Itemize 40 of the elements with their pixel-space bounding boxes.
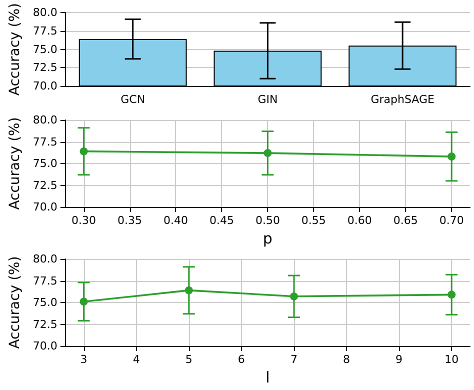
x-tick-label: 0.40 (163, 214, 188, 227)
x-tick-label: 0.30 (72, 214, 96, 227)
x-axis-title: p (262, 230, 272, 248)
x-tick-label: 8 (343, 353, 350, 366)
x-tick-label: 0.55 (301, 214, 326, 227)
x-tick-label: 10 (444, 353, 459, 366)
x-tick-label: 0.50 (255, 214, 280, 227)
y-tick-label: 77.5 (32, 135, 58, 148)
x-tick-label: GraphSAGE (370, 93, 434, 106)
x-tick-label: 0.60 (347, 214, 372, 227)
y-axis-title: Accuracy (%) (7, 117, 23, 210)
y-tick-label: 70.0 (32, 340, 58, 352)
y-tick-label: 80.0 (32, 252, 58, 266)
x-tick-label: 0.65 (393, 214, 418, 227)
x-tick-label: 5 (185, 353, 192, 366)
y-tick-label: 75.0 (32, 42, 58, 56)
x-tick-label: 3 (80, 353, 88, 366)
y-tick-label: 72.5 (32, 61, 58, 74)
y-tick-label: 77.5 (32, 24, 58, 38)
x-tick-label: 0.45 (209, 214, 234, 227)
y-tick-label: 70.0 (32, 80, 58, 92)
y-axis-title: Accuracy (%) (7, 3, 23, 96)
y-tick-label: 77.5 (32, 274, 58, 288)
y-tick-label: 72.5 (32, 178, 58, 192)
y-tick-label: 70.0 (32, 200, 58, 214)
x-tick-label: GCN (120, 93, 146, 106)
x-tick-label: 0.70 (439, 214, 464, 227)
y-tick-label: 80.0 (32, 114, 58, 126)
y-tick-label: 75.0 (32, 296, 58, 309)
y-axis-title: Accuracy (%) (7, 256, 23, 349)
x-tick-label: 6 (238, 353, 245, 366)
x-axis-title: l (266, 368, 270, 386)
x-tick-label: 9 (396, 353, 403, 366)
y-tick-label: 75.0 (32, 157, 58, 170)
x-tick-label: GIN (258, 93, 278, 106)
x-tick-label: 4 (132, 353, 140, 366)
x-tick-label: 0.35 (118, 214, 142, 227)
x-tick-label: 7 (290, 353, 298, 366)
y-tick-label: 80.0 (32, 6, 58, 20)
y-tick-label: 72.5 (32, 318, 58, 331)
